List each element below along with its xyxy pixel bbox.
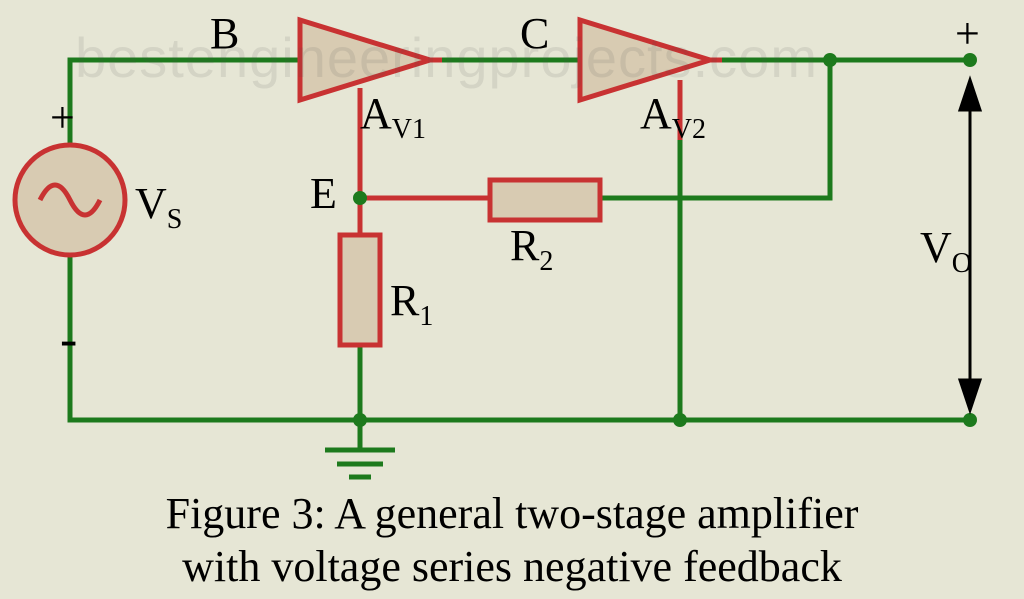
- figure-caption: Figure 3: A general two-stage amplifier …: [0, 488, 1024, 594]
- label-r2: R2: [510, 220, 553, 278]
- label-plus-src: +: [50, 92, 75, 143]
- label-plus-out: +: [955, 8, 980, 59]
- label-av2: AV2: [640, 88, 706, 146]
- label-minus-src: -: [60, 310, 77, 369]
- ac-source: [15, 145, 125, 255]
- label-c: C: [520, 8, 549, 59]
- label-av1: AV1: [360, 88, 426, 146]
- label-e: E: [310, 168, 337, 219]
- label-vo: VO: [920, 222, 972, 280]
- resistor-r1: [340, 235, 380, 345]
- label-r1: R1: [390, 275, 433, 333]
- label-vs: VS: [135, 178, 182, 236]
- watermark-text: bestengineeringprojects.com: [75, 25, 818, 90]
- resistor-r2: [490, 180, 600, 220]
- label-b: B: [210, 8, 239, 59]
